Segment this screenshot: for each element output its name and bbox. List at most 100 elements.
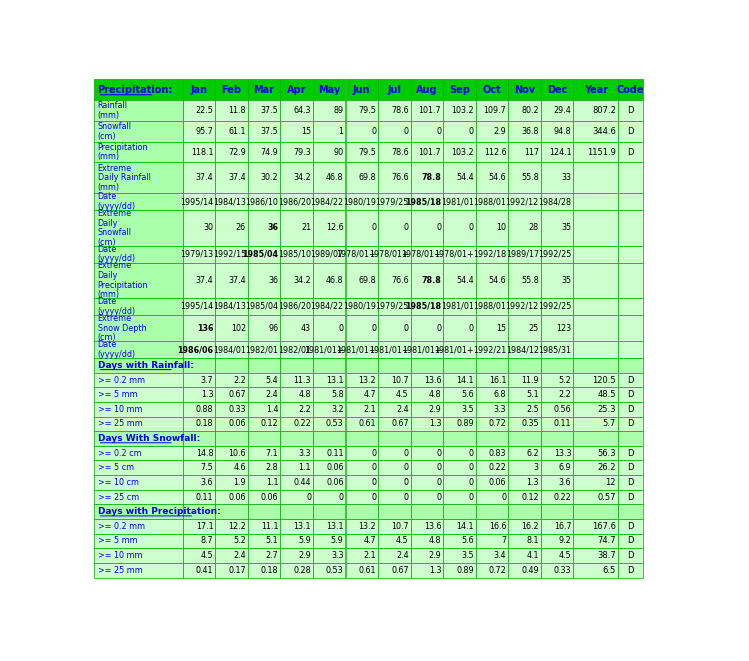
Bar (215, 548, 248, 563)
Bar (573, 490, 619, 504)
Text: 15: 15 (301, 127, 311, 136)
Bar (280, 315, 313, 341)
Bar (94, 193, 183, 210)
Text: 11.3: 11.3 (294, 375, 311, 385)
Text: Dec: Dec (547, 85, 567, 95)
Bar (345, 210, 378, 246)
Text: 7.1: 7.1 (266, 449, 279, 457)
Text: 12.6: 12.6 (326, 223, 344, 233)
Bar (541, 387, 573, 402)
Bar (476, 262, 509, 298)
Bar (345, 121, 378, 141)
Bar (345, 358, 378, 373)
Bar (378, 431, 410, 446)
Bar (573, 519, 619, 533)
Bar (248, 100, 280, 121)
Bar (280, 490, 313, 504)
Bar (541, 504, 573, 519)
Bar (94, 79, 183, 100)
Bar (476, 446, 509, 461)
Bar (345, 490, 378, 504)
Bar (248, 315, 280, 341)
Bar (248, 402, 280, 416)
Text: 4.8: 4.8 (428, 390, 441, 399)
Text: 2.2: 2.2 (559, 390, 571, 399)
Bar (509, 416, 541, 431)
Bar (215, 358, 248, 373)
Text: 0.06: 0.06 (326, 478, 344, 487)
Text: 1988/01: 1988/01 (473, 302, 506, 311)
Bar (280, 519, 313, 533)
Bar (280, 341, 313, 358)
Text: 1989/07: 1989/07 (310, 250, 344, 258)
Text: 0: 0 (436, 478, 441, 487)
Text: 1.3: 1.3 (428, 566, 441, 574)
Bar (476, 141, 509, 163)
Text: 3.5: 3.5 (461, 405, 474, 414)
Text: 0: 0 (436, 223, 441, 233)
Bar (345, 387, 378, 402)
Bar (541, 341, 573, 358)
Text: 0: 0 (404, 223, 409, 233)
Bar (541, 416, 573, 431)
Bar (280, 563, 313, 578)
Bar (541, 461, 573, 475)
Text: 3.6: 3.6 (559, 478, 571, 487)
Bar (509, 563, 541, 578)
Bar (443, 431, 476, 446)
Bar (313, 358, 345, 373)
Text: 69.8: 69.8 (359, 276, 376, 285)
Bar (215, 446, 248, 461)
Text: 1979/25: 1979/25 (375, 302, 409, 311)
Text: Extreme
Daily
Snowfall
(cm): Extreme Daily Snowfall (cm) (97, 209, 132, 247)
Text: 1985/10: 1985/10 (278, 250, 311, 258)
Bar (410, 210, 443, 246)
Bar (541, 373, 573, 387)
Bar (619, 210, 643, 246)
Text: 79.5: 79.5 (358, 147, 376, 157)
Bar (573, 315, 619, 341)
Text: 14.1: 14.1 (456, 375, 474, 385)
Text: 2.2: 2.2 (233, 375, 246, 385)
Bar (541, 563, 573, 578)
Text: 0.53: 0.53 (326, 566, 344, 574)
Bar (410, 121, 443, 141)
Text: 1992/12: 1992/12 (506, 197, 539, 206)
Bar (573, 461, 619, 475)
Bar (509, 387, 541, 402)
Text: 1980/19: 1980/19 (343, 302, 376, 311)
Text: 12: 12 (605, 478, 616, 487)
Text: 13.1: 13.1 (326, 522, 344, 531)
Text: 1986/06: 1986/06 (178, 345, 213, 354)
Text: 0.11: 0.11 (554, 419, 571, 428)
Bar (541, 121, 573, 141)
Text: 1986/20: 1986/20 (278, 197, 311, 206)
Bar (345, 519, 378, 533)
Bar (345, 446, 378, 461)
Text: 0.44: 0.44 (294, 478, 311, 487)
Bar (94, 341, 183, 358)
Bar (248, 504, 280, 519)
Bar (410, 504, 443, 519)
Text: 5.1: 5.1 (266, 537, 279, 545)
Text: D: D (628, 419, 634, 428)
Bar (248, 79, 280, 100)
Text: 10: 10 (497, 223, 506, 233)
Bar (215, 431, 248, 446)
Bar (541, 446, 573, 461)
Text: D: D (628, 566, 634, 574)
Bar (509, 548, 541, 563)
Bar (248, 262, 280, 298)
Bar (183, 246, 215, 262)
Text: 0: 0 (469, 478, 474, 487)
Text: >= 25 cm: >= 25 cm (97, 492, 139, 502)
Text: 1992/25: 1992/25 (538, 250, 571, 258)
Bar (280, 475, 313, 490)
Text: 6.5: 6.5 (603, 566, 616, 574)
Text: 807.2: 807.2 (592, 106, 616, 115)
Text: 1992/21: 1992/21 (473, 345, 506, 354)
Bar (541, 210, 573, 246)
Bar (509, 246, 541, 262)
Bar (541, 475, 573, 490)
Text: D: D (628, 127, 634, 136)
